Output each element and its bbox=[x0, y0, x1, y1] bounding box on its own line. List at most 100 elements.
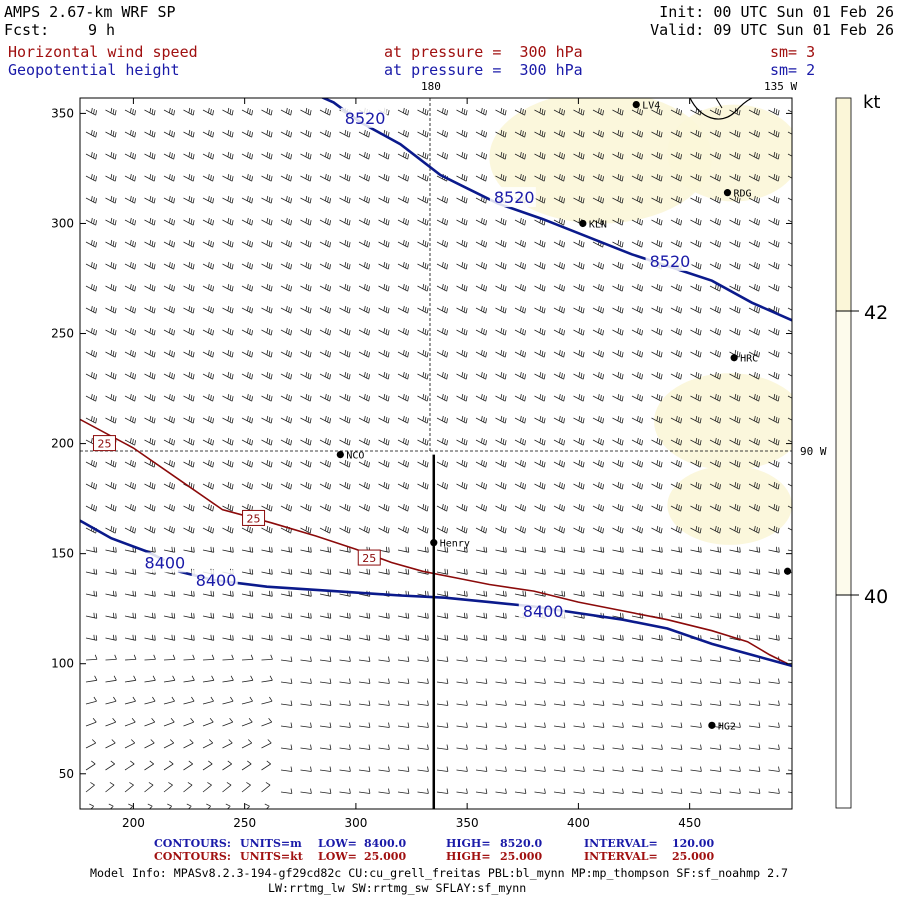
grid-label-135w: 135 W bbox=[764, 80, 798, 93]
contour1-interval: 120.00 bbox=[672, 837, 715, 850]
speed-contour-label-box bbox=[357, 549, 381, 566]
speed-contour-label: 25 bbox=[362, 552, 376, 565]
field2-level: at pressure = 300 hPa bbox=[384, 61, 583, 79]
speed-contour-label-box bbox=[242, 509, 266, 526]
model-info-physics: LW:rrtmg_lw SW:rrtmg_sw SFLAY:sf_mynn bbox=[268, 881, 527, 895]
field1-smoothing: sm= 3 bbox=[770, 43, 816, 61]
contours: 25 25 25 8520 8520 8520 8400 8400 8400 bbox=[80, 98, 792, 809]
shade-region bbox=[667, 104, 792, 202]
height-contour-label: 8400 bbox=[145, 553, 186, 572]
height-contour-label-bg bbox=[489, 187, 536, 208]
contour2-units: UNITS=kt bbox=[240, 850, 303, 863]
station-marker bbox=[632, 101, 640, 109]
height-contour-label: 8400 bbox=[523, 602, 564, 621]
wind-speed-shading bbox=[489, 98, 792, 545]
y-tick-label: 300 bbox=[51, 216, 74, 230]
colorbar-band-low bbox=[836, 595, 851, 808]
forecast-hour: 9 h bbox=[88, 21, 116, 39]
axis-ticks: 200 250 300 350 400 450 50 100 150 200 250 300 350 bbox=[51, 98, 792, 830]
station-marker bbox=[579, 219, 587, 228]
station-label: RDG bbox=[733, 189, 751, 200]
contour2-high-label: HIGH= bbox=[446, 850, 491, 863]
valid-time: Valid: 09 UTC Sun 01 Feb 26 bbox=[650, 21, 894, 39]
speed-contour-label: 25 bbox=[247, 512, 261, 525]
coastline bbox=[715, 98, 723, 109]
station-label: Henry bbox=[440, 539, 470, 550]
colorbar-band-mid bbox=[836, 311, 851, 595]
colorbar: kt 42 40 bbox=[835, 92, 888, 809]
contour2-low-label: LOW= bbox=[318, 850, 357, 863]
x-tick-label: 400 bbox=[567, 816, 590, 830]
init-time: Init: 00 UTC Sun 01 Feb 26 bbox=[659, 3, 894, 21]
height-contour-label-bg bbox=[140, 552, 187, 573]
forecast-label: Fcst: bbox=[4, 21, 50, 39]
contour2-interval: 25.000 bbox=[672, 850, 715, 863]
speed-contour-label-box bbox=[92, 435, 116, 452]
contour1-interval-label: INTERVAL= bbox=[584, 837, 658, 850]
field2-name: Geopotential height bbox=[8, 61, 180, 79]
contour1-high: 8520.0 bbox=[500, 837, 543, 850]
y-tick-label: 250 bbox=[51, 327, 74, 341]
shade-region bbox=[489, 98, 712, 224]
stations: KLN RDG HRC NCO Henry HG2 LV4 bbox=[336, 101, 792, 732]
shade-region bbox=[654, 373, 792, 470]
station-marker bbox=[783, 567, 792, 575]
station-label: NCO bbox=[346, 451, 364, 462]
contour1-high-label: HIGH= bbox=[446, 837, 491, 850]
height-contour-label: 8400 bbox=[196, 571, 237, 590]
y-tick-label: 350 bbox=[51, 106, 74, 120]
station-label: KLN bbox=[589, 219, 607, 230]
height-contour-label: 8520 bbox=[345, 109, 386, 128]
contour2-low: 25.000 bbox=[364, 850, 407, 863]
contour2-prefix: CONTOURS: bbox=[154, 850, 231, 863]
grid-label-180: 180 bbox=[421, 80, 441, 93]
colorbar-frame bbox=[835, 97, 852, 809]
x-tick-label: 300 bbox=[344, 816, 367, 830]
contour1-units: UNITS=m bbox=[240, 837, 302, 850]
height-contour-label-bg bbox=[645, 250, 692, 271]
lat-lon-grid bbox=[80, 98, 792, 452]
x-tick-label: 450 bbox=[678, 816, 701, 830]
station-marker bbox=[336, 451, 344, 459]
contour1-low-label: LOW= bbox=[318, 837, 357, 850]
colorbar-unit: kt bbox=[863, 92, 880, 113]
field1-level: at pressure = 300 hPa bbox=[384, 43, 583, 61]
y-tick-label: 150 bbox=[51, 547, 74, 561]
height-contour-label-bg bbox=[191, 570, 238, 591]
model-title: AMPS 2.67-km WRF SP bbox=[4, 3, 176, 21]
station-label: LV4 bbox=[642, 101, 660, 112]
coastline bbox=[689, 98, 753, 120]
field2-smoothing: sm= 2 bbox=[770, 61, 816, 79]
colorbar-label: 40 bbox=[864, 586, 888, 608]
contour1-prefix: CONTOURS: bbox=[154, 837, 231, 850]
speed-contour-label: 25 bbox=[97, 438, 111, 451]
model-info: Model Info: MPASv8.2.3-194-gf29cd82c CU:… bbox=[90, 866, 789, 880]
contour2-high: 25.000 bbox=[500, 850, 543, 863]
height-contour-8400 bbox=[177, 570, 792, 668]
x-tick-label: 250 bbox=[233, 816, 256, 830]
y-tick-label: 200 bbox=[51, 437, 74, 451]
x-tick-label: 350 bbox=[456, 816, 479, 830]
station-label: HRC bbox=[740, 354, 758, 365]
station-label: HG2 bbox=[718, 721, 736, 732]
wind-barb-field bbox=[85, 107, 792, 809]
contour1-low: 8400.0 bbox=[364, 837, 407, 850]
y-tick-label: 100 bbox=[51, 657, 74, 671]
height-contour-label: 8520 bbox=[650, 252, 691, 271]
height-contour-label-bg bbox=[340, 107, 387, 128]
height-contour-label-bg bbox=[518, 600, 565, 621]
grid-label-90w: 90 W bbox=[800, 445, 827, 458]
y-tick-label: 50 bbox=[59, 767, 74, 781]
station-marker bbox=[723, 189, 732, 197]
height-contour-label: 8520 bbox=[494, 188, 535, 207]
wind-barbs bbox=[85, 107, 792, 809]
speed-contour-25 bbox=[80, 418, 788, 665]
station-marker bbox=[730, 354, 738, 362]
station-marker bbox=[430, 539, 438, 547]
contour2-interval-label: INTERVAL= bbox=[584, 850, 658, 863]
map-frame bbox=[79, 97, 793, 810]
field1-name: Horizontal wind speed bbox=[8, 43, 198, 61]
colorbar-band-high bbox=[836, 98, 851, 311]
x-tick-label: 200 bbox=[122, 816, 145, 830]
